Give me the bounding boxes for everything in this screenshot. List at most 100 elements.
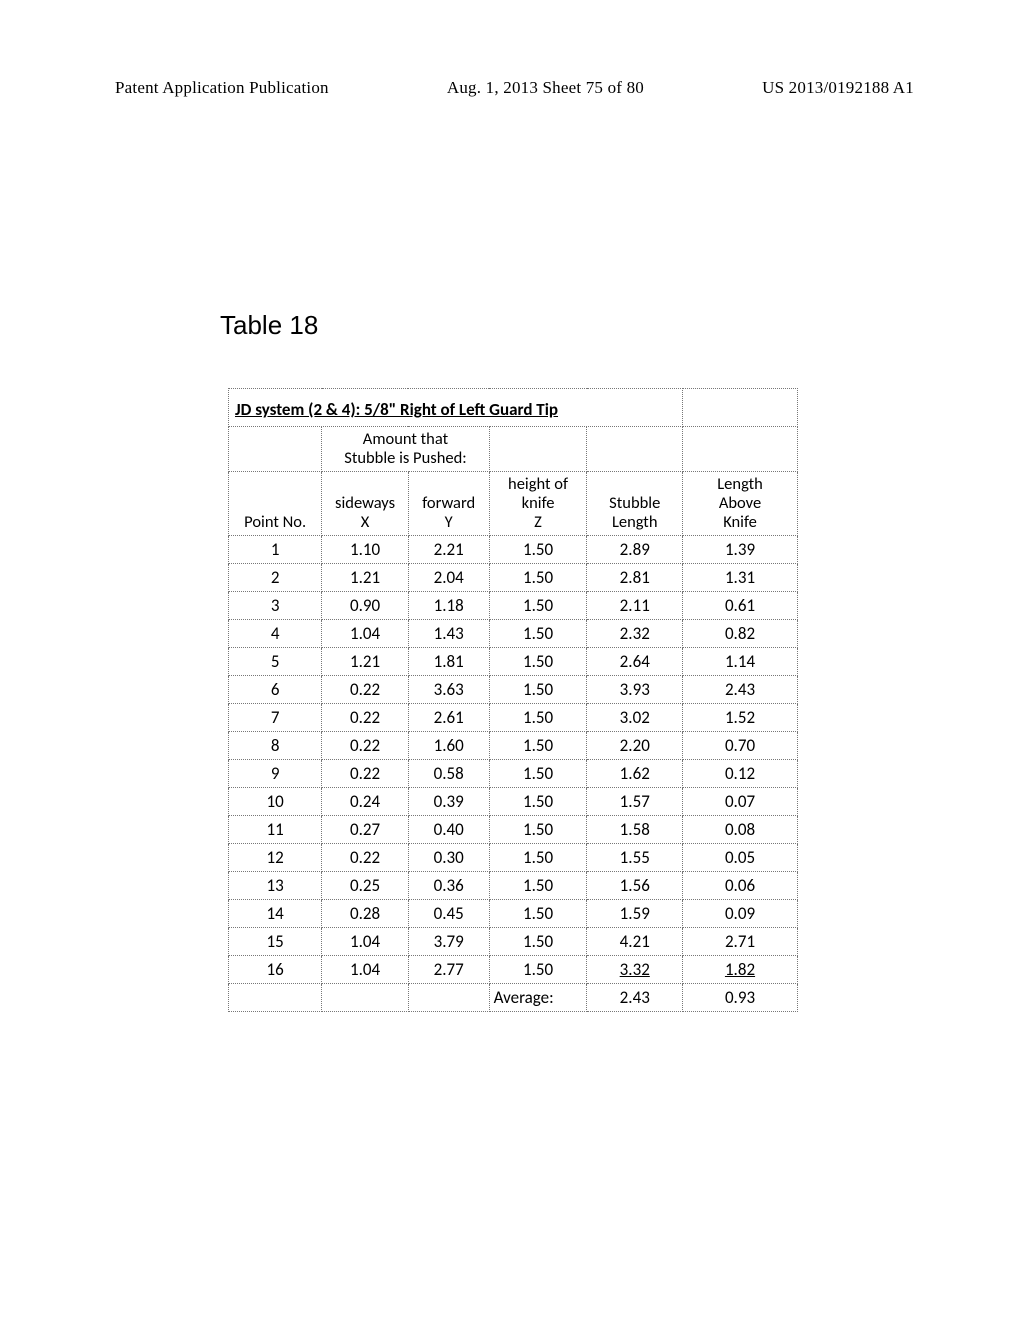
cell-y: 0.36: [408, 871, 489, 899]
table-row: 151.043.791.504.212.71: [229, 927, 798, 955]
cell-stubble: 2.89: [587, 535, 683, 563]
cell-length: 0.09: [683, 899, 798, 927]
table-row: 30.901.181.502.110.61: [229, 591, 798, 619]
cell-stubble: 1.56: [587, 871, 683, 899]
cell-z: 1.50: [489, 703, 587, 731]
cell-stubble: 2.32: [587, 619, 683, 647]
cell-x: 0.22: [322, 675, 408, 703]
cell-point-no: 7: [229, 703, 322, 731]
group-header-row: Amount that Stubble is Pushed:: [229, 427, 798, 472]
cell-x: 0.90: [322, 591, 408, 619]
cell-length: 1.39: [683, 535, 798, 563]
cell-y: 2.77: [408, 955, 489, 983]
cell-x: 0.27: [322, 815, 408, 843]
gh-blank1: [229, 427, 322, 472]
gh-blank2: [489, 427, 587, 472]
cell-point-no: 1: [229, 535, 322, 563]
cell-x: 0.24: [322, 787, 408, 815]
cell-z: 1.50: [489, 899, 587, 927]
cell-length: 0.06: [683, 871, 798, 899]
cell-stubble: 3.32: [587, 955, 683, 983]
cell-length: 1.14: [683, 647, 798, 675]
table-row: 41.041.431.502.320.82: [229, 619, 798, 647]
cell-length: 0.08: [683, 815, 798, 843]
cell-x: 1.04: [322, 927, 408, 955]
table-row: 140.280.451.501.590.09: [229, 899, 798, 927]
table-row: 110.270.401.501.580.08: [229, 815, 798, 843]
avg-blank1: [229, 983, 322, 1011]
cell-y: 1.43: [408, 619, 489, 647]
gh-blank4: [683, 427, 798, 472]
header-right: US 2013/0192188 A1: [762, 78, 914, 98]
cell-stubble: 1.57: [587, 787, 683, 815]
col-stubble: Stubble Length: [587, 471, 683, 535]
cell-y: 0.45: [408, 899, 489, 927]
avg-blank3: [408, 983, 489, 1011]
table-row: 80.221.601.502.200.70: [229, 731, 798, 759]
cell-stubble: 1.58: [587, 815, 683, 843]
title-blank: [683, 389, 798, 427]
cell-point-no: 13: [229, 871, 322, 899]
cell-z: 1.50: [489, 815, 587, 843]
avg-label: Average:: [489, 983, 587, 1011]
cell-length: 1.82: [683, 955, 798, 983]
cell-point-no: 3: [229, 591, 322, 619]
table-row: 130.250.361.501.560.06: [229, 871, 798, 899]
average-row: Average: 2.43 0.93: [229, 983, 798, 1011]
cell-x: 0.22: [322, 759, 408, 787]
cell-z: 1.50: [489, 871, 587, 899]
cell-y: 1.60: [408, 731, 489, 759]
cell-point-no: 2: [229, 563, 322, 591]
cell-stubble: 1.59: [587, 899, 683, 927]
cell-length: 0.05: [683, 843, 798, 871]
cell-length: 0.07: [683, 787, 798, 815]
cell-point-no: 5: [229, 647, 322, 675]
col-height: height of knife Z: [489, 471, 587, 535]
cell-length: 0.12: [683, 759, 798, 787]
col-point-no: Point No.: [229, 471, 322, 535]
table-title: JD system (2 & 4): 5/8" Right of Left Gu…: [229, 389, 683, 427]
cell-point-no: 14: [229, 899, 322, 927]
cell-x: 1.04: [322, 955, 408, 983]
header-center: Aug. 1, 2013 Sheet 75 of 80: [447, 78, 644, 98]
cell-y: 3.79: [408, 927, 489, 955]
cell-x: 0.25: [322, 871, 408, 899]
table-wrap: JD system (2 & 4): 5/8" Right of Left Gu…: [228, 388, 798, 1012]
cell-y: 3.63: [408, 675, 489, 703]
table-row: 120.220.301.501.550.05: [229, 843, 798, 871]
cell-x: 0.22: [322, 843, 408, 871]
data-table: JD system (2 & 4): 5/8" Right of Left Gu…: [228, 388, 798, 1012]
cell-z: 1.50: [489, 535, 587, 563]
cell-z: 1.50: [489, 675, 587, 703]
cell-length: 0.61: [683, 591, 798, 619]
cell-stubble: 1.62: [587, 759, 683, 787]
data-rows: 11.102.211.502.891.3921.212.041.502.811.…: [229, 535, 798, 983]
cell-z: 1.50: [489, 563, 587, 591]
cell-point-no: 16: [229, 955, 322, 983]
cell-z: 1.50: [489, 927, 587, 955]
cell-y: 1.18: [408, 591, 489, 619]
cell-point-no: 9: [229, 759, 322, 787]
cell-stubble: 4.21: [587, 927, 683, 955]
col-sideways: sideways X: [322, 471, 408, 535]
cell-x: 1.04: [322, 619, 408, 647]
cell-y: 2.04: [408, 563, 489, 591]
cell-x: 0.22: [322, 703, 408, 731]
cell-y: 2.21: [408, 535, 489, 563]
cell-point-no: 4: [229, 619, 322, 647]
cell-length: 1.31: [683, 563, 798, 591]
table-row: 21.212.041.502.811.31: [229, 563, 798, 591]
cell-length: 0.70: [683, 731, 798, 759]
cell-y: 0.58: [408, 759, 489, 787]
cell-length: 2.43: [683, 675, 798, 703]
table-row: 11.102.211.502.891.39: [229, 535, 798, 563]
cell-y: 0.39: [408, 787, 489, 815]
cell-x: 1.21: [322, 647, 408, 675]
cell-z: 1.50: [489, 647, 587, 675]
cell-stubble: 2.81: [587, 563, 683, 591]
cell-stubble: 1.55: [587, 843, 683, 871]
cell-stubble: 3.02: [587, 703, 683, 731]
page-header: Patent Application Publication Aug. 1, 2…: [0, 78, 1024, 98]
table-row: 161.042.771.503.321.82: [229, 955, 798, 983]
cell-z: 1.50: [489, 591, 587, 619]
